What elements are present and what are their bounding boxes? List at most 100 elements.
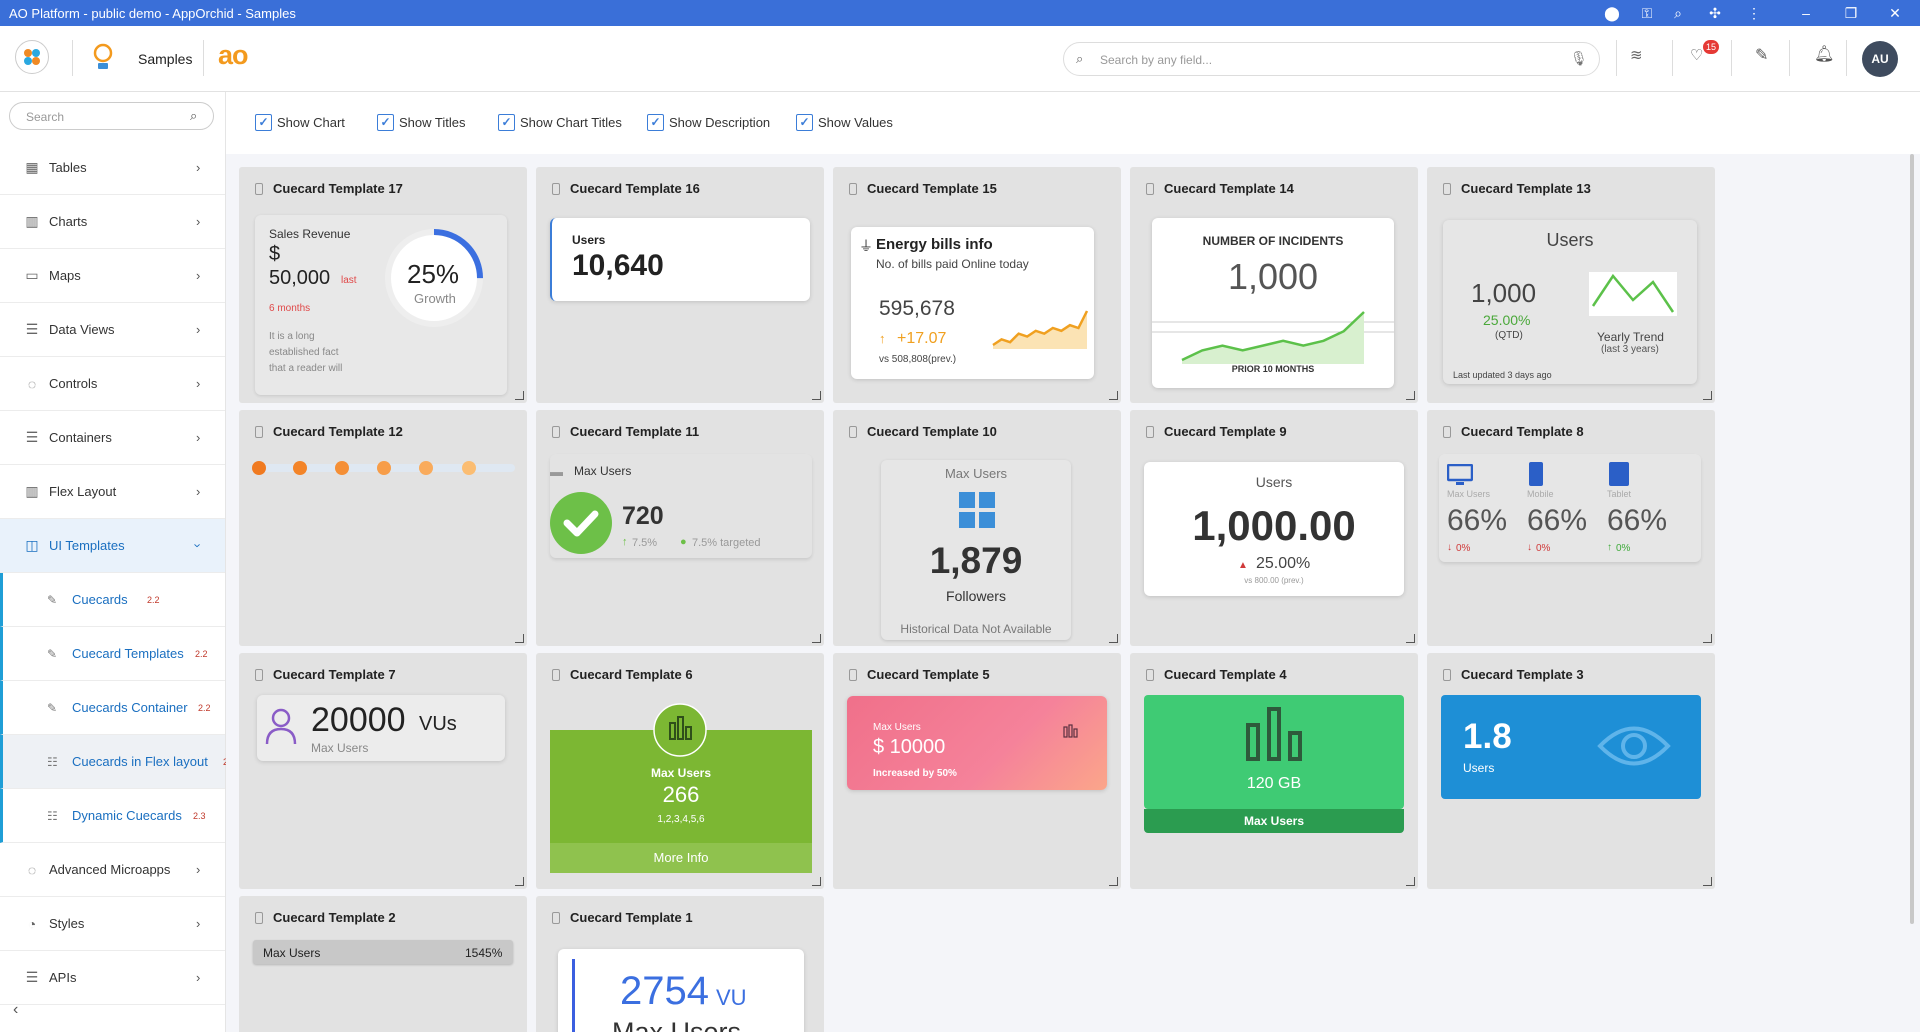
- list-icon: ☰: [25, 321, 39, 337]
- cuecard-template-7[interactable]: Cuecard Template 7 20000 VUs Max Users: [239, 653, 527, 889]
- app-label: Samples: [138, 51, 193, 67]
- cuecard-template-15[interactable]: Cuecard Template 15 ⏚ Energy bills info …: [833, 167, 1121, 403]
- sidebar-item-containers[interactable]: ☰ Containers ›: [0, 411, 225, 465]
- cuecard-template-5[interactable]: Cuecard Template 5 Max Users $ 10000 Inc…: [833, 653, 1121, 889]
- drag-handle-icon[interactable]: [255, 668, 263, 681]
- drag-handle-icon[interactable]: [1146, 182, 1154, 195]
- tablet-icon: [1609, 462, 1629, 486]
- favorites-icon[interactable]: ♡: [1690, 47, 1704, 64]
- drag-handle-icon[interactable]: [255, 425, 263, 438]
- pen-icon[interactable]: ✎: [1755, 47, 1769, 64]
- show-values-checkbox[interactable]: ✓ Show Values: [796, 112, 893, 132]
- resize-handle[interactable]: [1109, 634, 1118, 643]
- resize-handle[interactable]: [1406, 391, 1415, 400]
- drag-handle-icon[interactable]: [552, 182, 560, 195]
- content-scrollbar[interactable]: [1910, 154, 1914, 924]
- cuecard-template-1[interactable]: Cuecard Template 1 2754 VU Max Users: [536, 896, 824, 1032]
- cuecard-template-2[interactable]: Cuecard Template 2 Max Users 1545%: [239, 896, 527, 1032]
- restore-icon[interactable]: ❐: [1844, 4, 1858, 21]
- drag-handle-icon[interactable]: [552, 425, 560, 438]
- avatar[interactable]: AU: [1862, 41, 1898, 77]
- sidebar-subitem-cuecards[interactable]: ✎ Cuecards 2.2: [0, 573, 225, 627]
- show-description-checkbox[interactable]: ✓ Show Description: [647, 112, 770, 132]
- close-icon[interactable]: ✕: [1889, 4, 1901, 21]
- cuecard-template-14[interactable]: Cuecard Template 14 NUMBER OF INCIDENTS …: [1130, 167, 1418, 403]
- cuecard-grid: Cuecard Template 17 Sales Revenue $ 50,0…: [226, 154, 1920, 1032]
- drag-handle-icon[interactable]: [1443, 182, 1451, 195]
- drag-handle-icon[interactable]: [255, 911, 263, 924]
- drag-handle-icon[interactable]: [255, 182, 263, 195]
- cuecard-template-17[interactable]: Cuecard Template 17 Sales Revenue $ 50,0…: [239, 167, 527, 403]
- drag-handle-icon[interactable]: [1146, 425, 1154, 438]
- sidebar-item-advanced-microapps[interactable]: ◌ Advanced Microapps ›: [0, 843, 225, 897]
- minimize-icon[interactable]: –: [1802, 5, 1810, 21]
- show-titles-checkbox[interactable]: ✓ Show Titles: [377, 112, 465, 132]
- bell-icon[interactable]: 🔔︎: [1814, 46, 1835, 63]
- trend-area: [993, 311, 1087, 349]
- resize-handle[interactable]: [515, 391, 524, 400]
- sidebar-item-charts[interactable]: ▥ Charts ›: [0, 195, 225, 249]
- sidebar-item-maps[interactable]: ▭ Maps ›: [0, 249, 225, 303]
- sidebar-search-input[interactable]: Search ⌕: [9, 102, 214, 130]
- resize-handle[interactable]: [1703, 877, 1712, 886]
- sidebar-item-ui-templates[interactable]: ◫ UI Templates ›: [0, 519, 225, 573]
- drag-handle-icon[interactable]: [849, 668, 857, 681]
- sidebar-item-styles[interactable]: ◔ Styles ›: [0, 897, 225, 951]
- resize-handle[interactable]: [1406, 634, 1415, 643]
- resize-handle[interactable]: [1406, 877, 1415, 886]
- sidebar-subitem-cuecards-container[interactable]: ✎ Cuecards Container 2.2: [0, 681, 225, 735]
- resize-handle[interactable]: [1703, 391, 1712, 400]
- resize-handle[interactable]: [515, 634, 524, 643]
- cuecard-template-11[interactable]: Cuecard Template 11 ▬ Max Users 720 ↑ 7.…: [536, 410, 824, 646]
- resize-handle[interactable]: [1703, 634, 1712, 643]
- wifi-icon[interactable]: ≋: [1630, 47, 1643, 64]
- cuecard-template-6[interactable]: Cuecard Template 6 Max Users 266 1,2,3,4…: [536, 653, 824, 889]
- drag-handle-icon[interactable]: [1443, 668, 1451, 681]
- collapse-sidebar-icon[interactable]: ‹: [13, 1001, 19, 1018]
- drag-handle-icon[interactable]: [849, 182, 857, 195]
- cuecard-template-10[interactable]: Cuecard Template 10 Max Users 1,879 Foll…: [833, 410, 1121, 646]
- cuecard-template-3[interactable]: Cuecard Template 3 1.8 Users: [1427, 653, 1715, 889]
- key-icon[interactable]: ⚿: [1641, 4, 1653, 21]
- resize-handle[interactable]: [812, 877, 821, 886]
- monitor-icon: [1447, 464, 1473, 485]
- checkmark-icon: ✓: [647, 113, 664, 131]
- location-icon[interactable]: ⬤: [1604, 4, 1620, 21]
- resize-handle[interactable]: [812, 634, 821, 643]
- drag-handle-icon[interactable]: [552, 668, 560, 681]
- cuecard-template-4[interactable]: Cuecard Template 4 120 GB Max Users: [1130, 653, 1418, 889]
- chevron-right-icon: ›: [196, 862, 201, 877]
- microphone-icon[interactable]: 🎙: [1570, 50, 1588, 66]
- bar-chart-icon: [1246, 707, 1302, 761]
- drag-handle-icon[interactable]: [1443, 425, 1451, 438]
- drag-handle-icon[interactable]: [849, 425, 857, 438]
- resize-handle[interactable]: [1109, 877, 1118, 886]
- drag-handle-icon[interactable]: [552, 911, 560, 924]
- cuecard-template-16[interactable]: Cuecard Template 16 Users 10,640: [536, 167, 824, 403]
- resize-handle[interactable]: [1109, 391, 1118, 400]
- resize-handle[interactable]: [812, 391, 821, 400]
- sidebar-item-apis[interactable]: ☰ APIs ›: [0, 951, 225, 1005]
- sidebar-subitem-cuecard-templates[interactable]: ✎ Cuecard Templates 2.2: [0, 627, 225, 681]
- cuecard-template-13[interactable]: Cuecard Template 13 Users 1,000 25.00% (…: [1427, 167, 1715, 403]
- sidebar-subitem-cuecards-flex[interactable]: ☷Cuecards in Flex layout2.: [0, 735, 231, 789]
- cuecard-template-8[interactable]: Cuecard Template 8 Max Users Mobile Tabl…: [1427, 410, 1715, 646]
- sidebar-item-flex-layout[interactable]: ▥ Flex Layout ›: [0, 465, 225, 519]
- more-menu-icon[interactable]: ⋮: [1747, 4, 1761, 21]
- app-launcher-button[interactable]: [15, 40, 49, 74]
- show-chart-titles-checkbox[interactable]: ✓ Show Chart Titles: [498, 112, 622, 132]
- resize-handle[interactable]: [515, 877, 524, 886]
- cuecard-template-12[interactable]: Cuecard Template 12: [239, 410, 527, 646]
- drag-handle-icon[interactable]: [1146, 668, 1154, 681]
- sidebar-subitem-dynamic-cuecards[interactable]: ☷ Dynamic Cuecards 2.3: [0, 789, 225, 843]
- zoom-icon[interactable]: ⌕: [1674, 4, 1682, 21]
- more-info-button[interactable]: More Info: [550, 843, 812, 873]
- show-chart-checkbox[interactable]: ✓ Show Chart: [255, 112, 345, 132]
- extension-icon[interactable]: ✣: [1709, 4, 1721, 21]
- sidebar-item-controls[interactable]: ◌ Controls ›: [0, 357, 225, 411]
- cuecard: ⏚ Energy bills info No. of bills paid On…: [851, 227, 1094, 379]
- sidebar-item-data-views[interactable]: ☰ Data Views ›: [0, 303, 225, 357]
- sidebar-item-tables[interactable]: ▦ Tables ›: [0, 141, 225, 195]
- cuecard-template-9[interactable]: Cuecard Template 9 Users 1,000.00 ▲ 25.0…: [1130, 410, 1418, 646]
- global-search-input[interactable]: ⌕ Search by any field... 🎙: [1063, 42, 1600, 76]
